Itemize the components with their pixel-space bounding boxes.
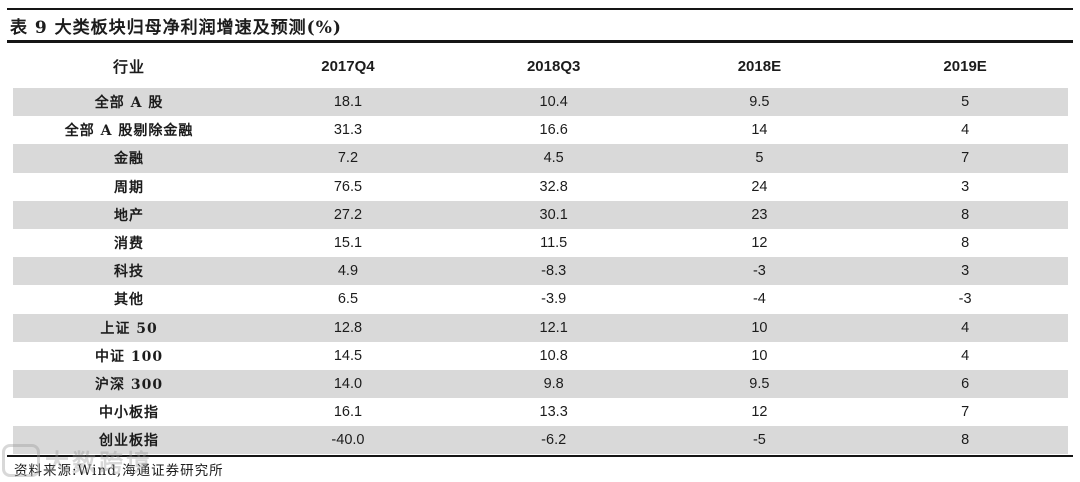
table-header: 行业 2017Q4 2018Q3 2018E 2019E — [13, 44, 1068, 88]
table-row: 创业板指 -40.0 -6.2 -5 8 — [13, 426, 1068, 455]
cell: 6 — [961, 375, 970, 392]
cell: 6.5 — [337, 291, 359, 308]
cell: 10 — [751, 319, 768, 336]
column-header-4: 2019E — [943, 57, 987, 75]
table-row: 全部 A 股剔除金融 31.3 16.6 14 4 — [13, 116, 1068, 144]
table-row: 沪深 300 14.0 9.8 9.5 6 — [13, 369, 1068, 399]
cell: 4.9 — [337, 263, 359, 280]
cell: 3 — [961, 178, 970, 195]
cell: 5 — [961, 94, 970, 111]
column-header-0: 行业 — [113, 57, 146, 76]
cell: 4 — [961, 347, 970, 364]
row-label: 金融 — [114, 151, 145, 168]
table-title: 表 9 大类板块归母净利润增速及预测(%) — [10, 18, 342, 38]
cell: 9.8 — [543, 375, 564, 392]
cell: 27.2 — [333, 206, 363, 223]
cell: 31.3 — [333, 122, 363, 139]
cell: 16.6 — [539, 122, 568, 139]
cell: 9.5 — [749, 375, 770, 392]
column-header-3: 2018E — [737, 57, 782, 75]
cell: 23 — [751, 206, 768, 223]
cell: 12.8 — [333, 319, 363, 336]
cell: 30.1 — [539, 206, 568, 223]
cell: 8 — [961, 432, 970, 449]
data-table: 行业 2017Q4 2018Q3 2018E 2019E 全部 A 股 18.1 10.4 9… — [13, 44, 1068, 455]
cell: 7.2 — [337, 150, 359, 167]
row-label: 中小板指 — [99, 405, 160, 422]
cell: -8.3 — [541, 263, 567, 280]
cell: 9.5 — [749, 94, 770, 111]
cell: -4 — [752, 291, 766, 308]
table-row: 上证 50 12.8 12.1 10 4 — [13, 313, 1068, 342]
cell: -3 — [752, 263, 766, 280]
row-label: 地产 — [114, 207, 145, 224]
cell: -3 — [958, 291, 972, 308]
cell: -40.0 — [331, 432, 365, 449]
cell: 7 — [961, 150, 970, 167]
row-label: 全部 A 股剔除金融 — [64, 123, 194, 140]
row-label: 沪深 300 — [94, 376, 164, 393]
table-row: 其他 6.5 -3.9 -4 -3 — [13, 285, 1068, 313]
top-rule — [7, 8, 1073, 10]
cell: 14 — [751, 122, 768, 139]
table-row: 消费 15.1 11.5 12 8 — [13, 229, 1068, 257]
cell: 15.1 — [333, 235, 363, 252]
row-label: 上证 50 — [100, 320, 158, 337]
cell: 3 — [961, 263, 970, 280]
cell: 10.4 — [539, 94, 568, 111]
title-divider-rule — [7, 40, 1073, 43]
row-label: 其他 — [114, 292, 145, 309]
table-row: 周期 76.5 32.8 24 3 — [13, 173, 1068, 201]
source-note: 资料来源:Wind,海通证券研究所 — [14, 463, 224, 479]
cell: 7 — [961, 404, 970, 421]
row-label: 中证 100 — [94, 348, 164, 365]
cell: 12 — [751, 404, 768, 421]
table-row: 科技 4.9 -8.3 -3 3 — [13, 257, 1068, 286]
column-header-2: 2018Q3 — [526, 57, 581, 75]
table-row: 全部 A 股 18.1 10.4 9.5 5 — [13, 88, 1068, 117]
cell: 14.0 — [333, 375, 363, 392]
cell: 5 — [755, 150, 764, 167]
cell: 24 — [751, 178, 768, 195]
bottom-rule — [7, 455, 1073, 457]
cell: 76.5 — [333, 178, 363, 195]
table-row: 中证 100 14.5 10.8 10 4 — [13, 342, 1068, 370]
cell: 16.1 — [333, 404, 363, 421]
row-label: 消费 — [114, 236, 145, 253]
cell: 18.1 — [333, 94, 363, 111]
cell: -3.9 — [541, 291, 567, 308]
table-row: 金融 7.2 4.5 5 7 — [13, 144, 1068, 173]
cell: 13.3 — [539, 404, 568, 421]
cell: 12.1 — [539, 319, 568, 336]
cell: 4.5 — [543, 150, 564, 167]
cell: 4 — [961, 122, 970, 139]
row-label: 周期 — [114, 179, 145, 196]
cell: 11.5 — [540, 235, 568, 252]
cell: 12 — [751, 235, 768, 252]
cell: 10.8 — [539, 347, 568, 364]
cell: 4 — [961, 319, 970, 336]
cell: 10 — [751, 347, 768, 364]
cell: 8 — [961, 235, 970, 252]
row-label: 全部 A 股 — [94, 95, 164, 112]
cell: 14.5 — [333, 347, 363, 364]
table-row: 中小板指 16.1 13.3 12 7 — [13, 398, 1068, 426]
table-row: 地产 27.2 30.1 23 8 — [13, 200, 1068, 229]
column-header-1: 2017Q4 — [321, 57, 375, 75]
cell: -5 — [752, 432, 766, 449]
cell: 8 — [961, 206, 970, 223]
row-label: 科技 — [114, 264, 145, 281]
cell: 32.8 — [539, 178, 568, 195]
cell: -6.2 — [541, 432, 567, 449]
row-label: 创业板指 — [99, 433, 160, 450]
table-body: 全部 A 股 18.1 10.4 9.5 5 全部 A 股剔除金融 31.3 16.6 14 4 金… — [13, 88, 1068, 455]
